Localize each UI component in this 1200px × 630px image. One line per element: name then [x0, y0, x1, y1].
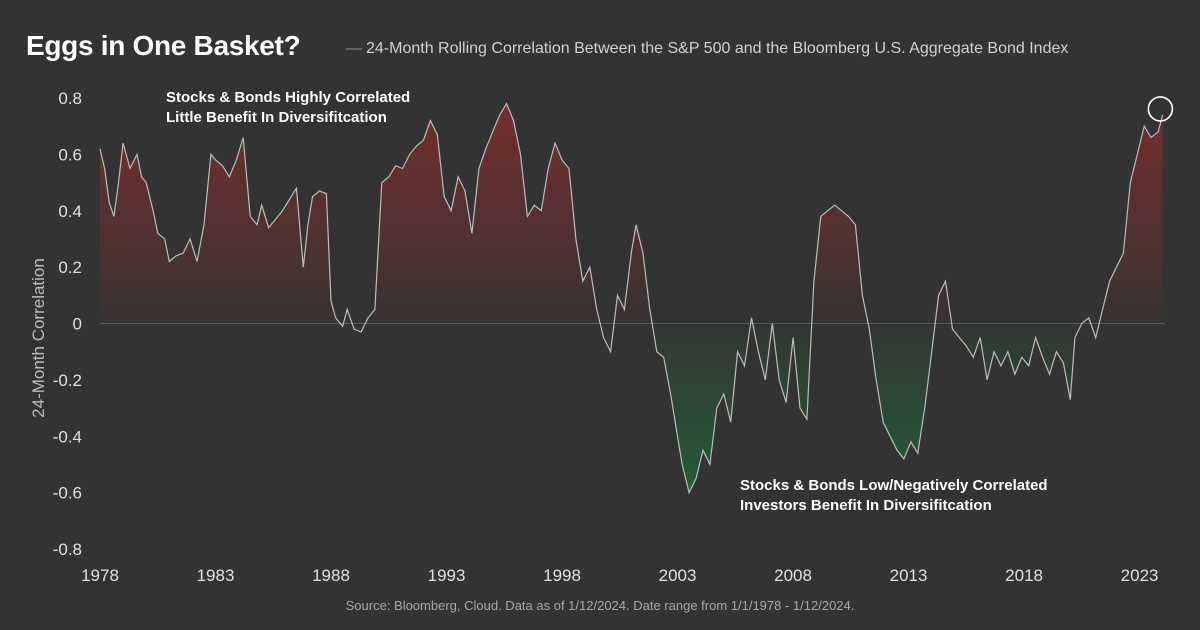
annotation-low-correlation: Stocks & Bonds Low/Negatively Correlated… [740, 477, 1052, 514]
y-tick-label: -0.8 [53, 540, 82, 559]
y-tick-label: 0.6 [58, 145, 82, 164]
x-tick-label: 1983 [197, 566, 235, 585]
source-note: Source: Bloomberg, Cloud. Data as of 1/1… [345, 598, 855, 613]
annotation-low-line-1: Stocks & Bonds Low/Negatively Correlated [740, 477, 1048, 494]
y-tick-label: 0.4 [58, 202, 82, 221]
y-axis-ticks: 0.8 0.6 0.4 0.2 0 -0.2 -0.4 -0.6 -0.8 [53, 89, 82, 559]
annotation-high-line-1: Stocks & Bonds Highly Correlated [166, 89, 410, 106]
positive-area [100, 103, 1163, 324]
chart-subtitle: —24-Month Rolling Correlation Between th… [346, 40, 1068, 58]
x-tick-label: 1998 [543, 566, 581, 585]
y-tick-label: 0.2 [58, 258, 82, 277]
subtitle-dash: — [346, 40, 362, 57]
x-tick-label: 2008 [774, 566, 812, 585]
x-tick-label: 1978 [81, 566, 119, 585]
chart-title: Eggs in One Basket? [26, 30, 301, 61]
x-axis-ticks: 1978 1983 1988 1993 1998 2003 2008 2013 2018 2023 [81, 566, 1158, 585]
x-tick-label: 2023 [1121, 566, 1159, 585]
y-axis-label: 24-Month Correlation [29, 258, 48, 418]
correlation-line [99, 102, 1164, 495]
latest-value-circle [1147, 96, 1174, 122]
annotation-high-line-2: Little Benefit In Diversifitcation [166, 109, 387, 126]
x-tick-label: 1993 [428, 566, 466, 585]
y-tick-label: 0 [73, 315, 82, 334]
y-tick-label: 0.8 [58, 89, 82, 108]
annotation-low-line-2: Investors Benefit In Diversifitcation [740, 497, 992, 514]
x-tick-label: 1988 [312, 566, 350, 585]
y-tick-label: -0.4 [53, 427, 82, 446]
y-tick-label: -0.6 [53, 484, 82, 503]
subtitle-text: 24-Month Rolling Correlation Between the… [366, 40, 1069, 57]
x-tick-label: 2018 [1005, 566, 1043, 585]
x-tick-label: 2013 [890, 566, 928, 585]
annotation-high-correlation: Stocks & Bonds Highly Correlated Little … [166, 89, 414, 126]
x-tick-label: 2003 [659, 566, 697, 585]
y-tick-label: -0.2 [53, 371, 82, 390]
